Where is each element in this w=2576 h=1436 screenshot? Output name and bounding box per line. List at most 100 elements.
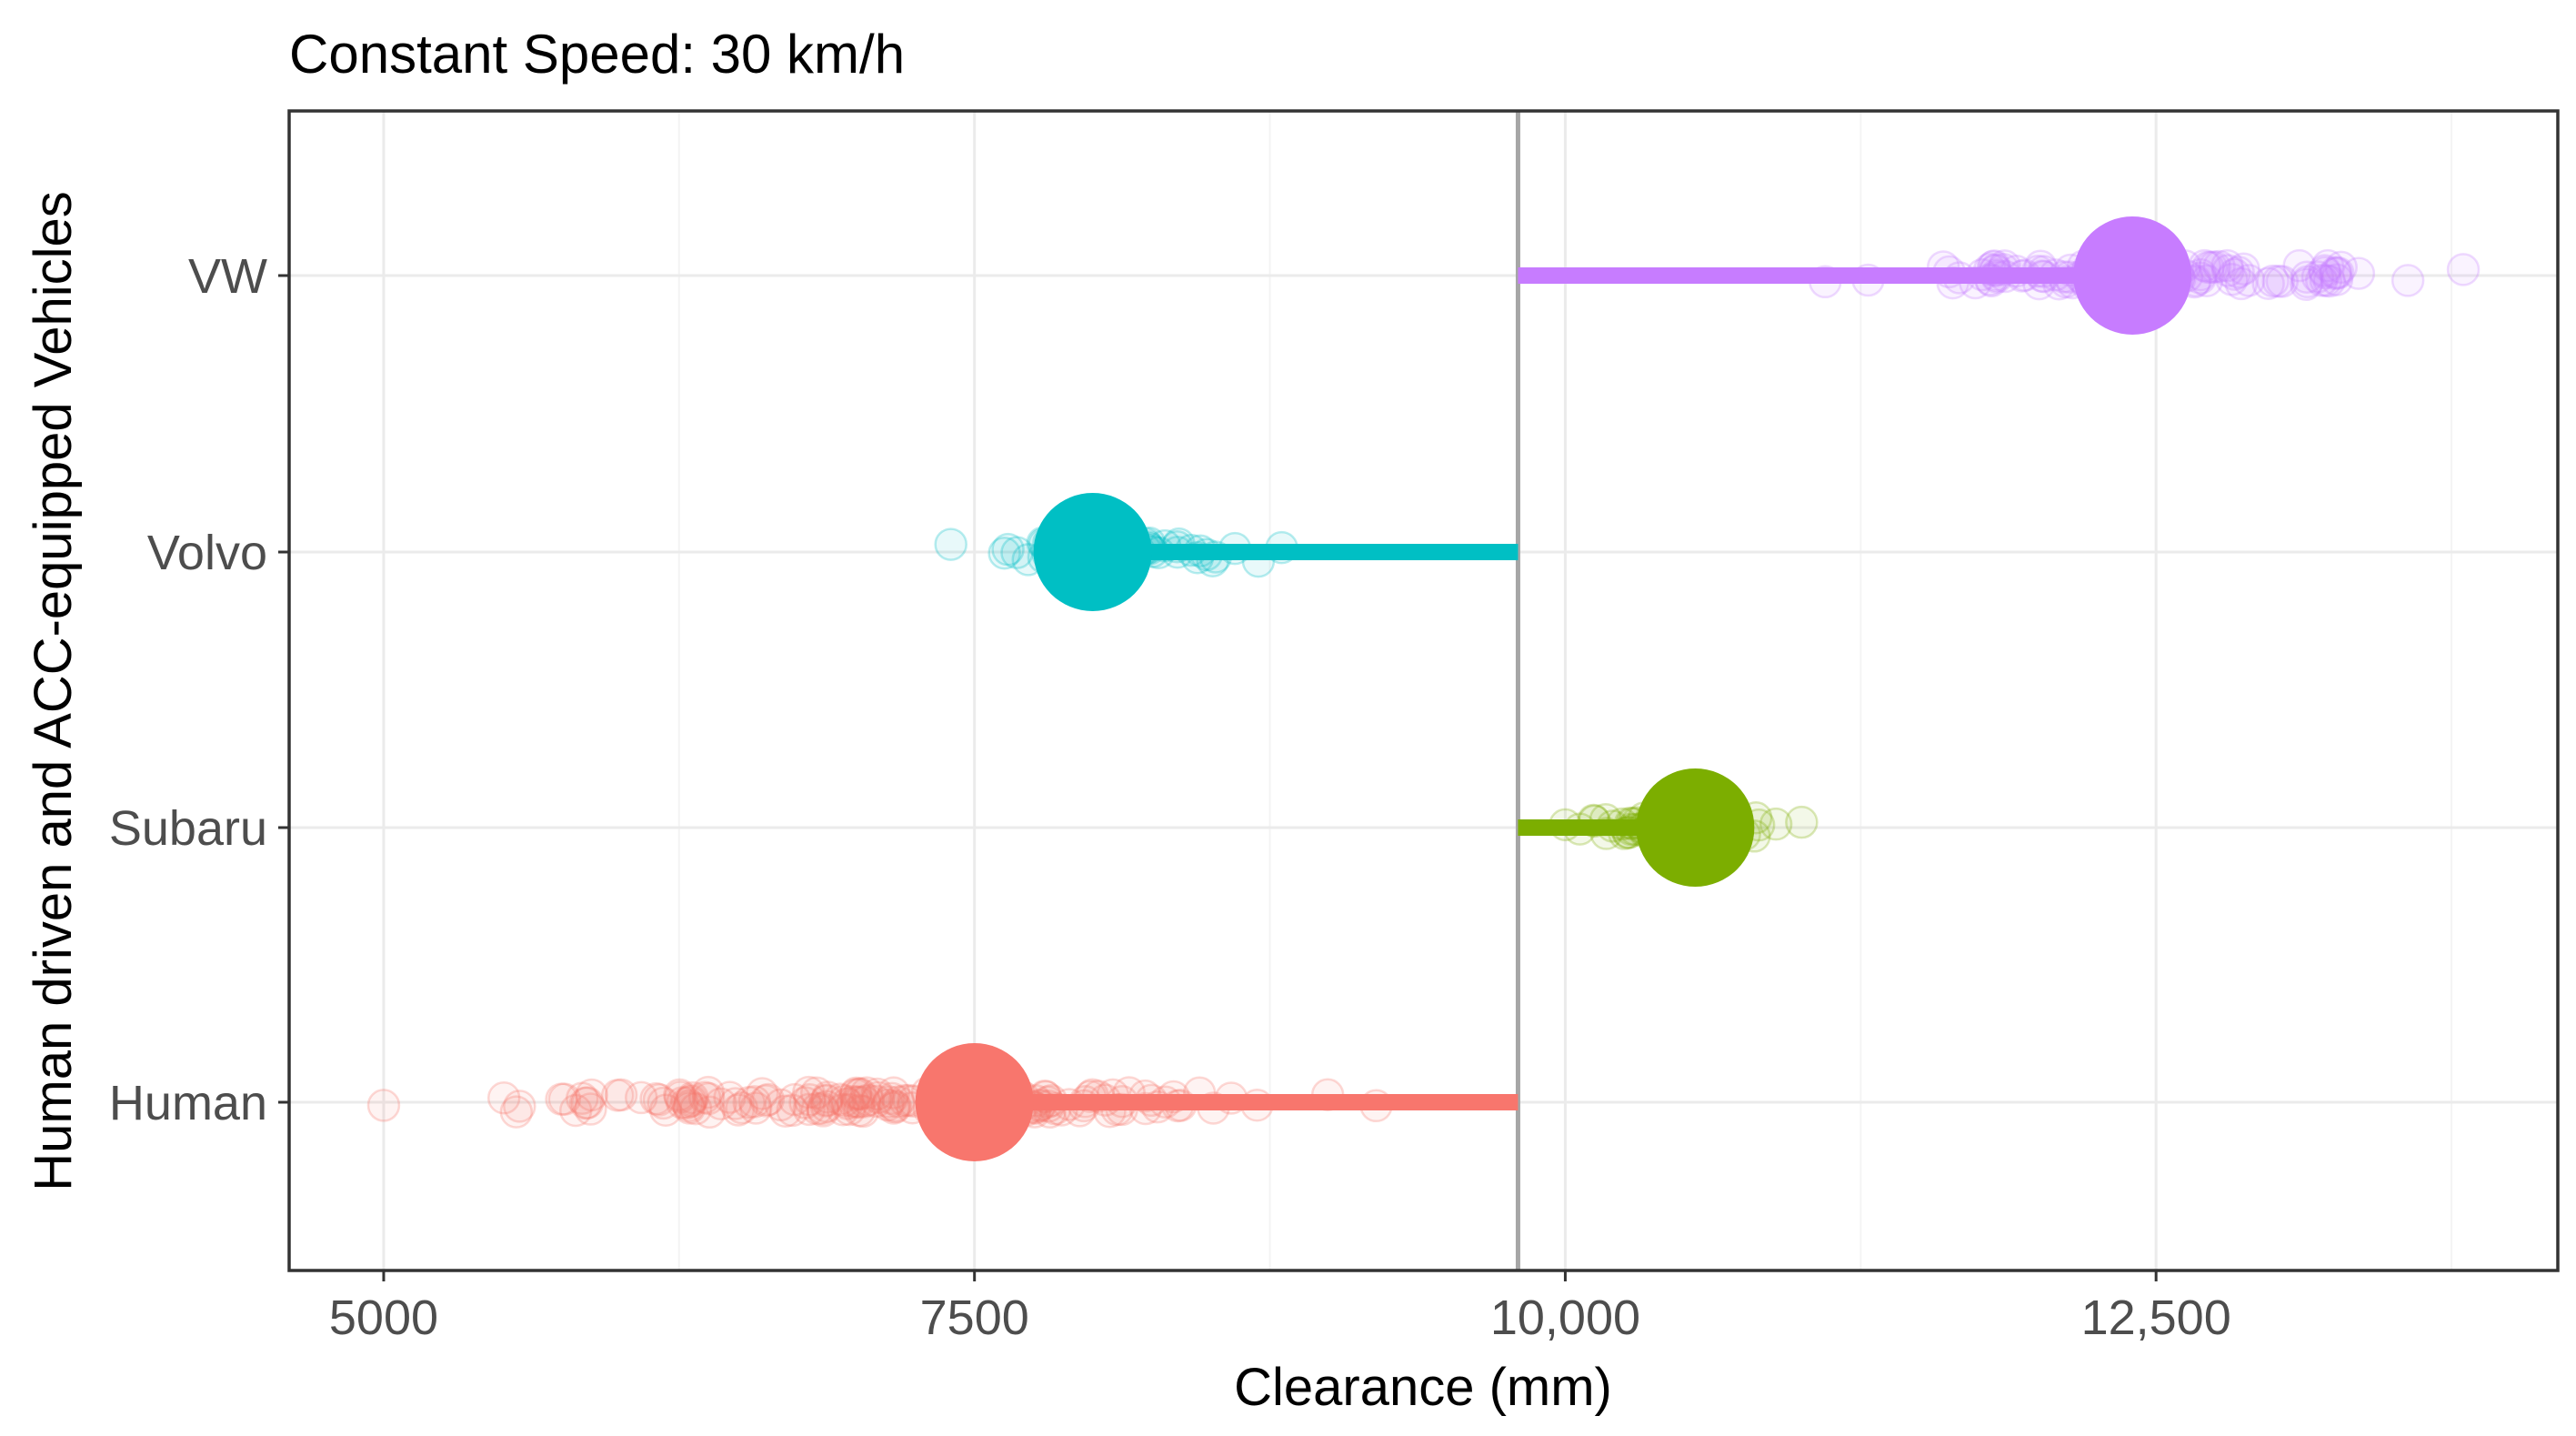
data-point (2210, 248, 2244, 283)
data-point (503, 1090, 536, 1123)
data-point (872, 1085, 907, 1119)
data-point (2310, 248, 2345, 283)
data-point (751, 1082, 786, 1117)
data-point (2324, 250, 2358, 285)
data-point (2211, 254, 2245, 287)
data-point (2191, 250, 2225, 285)
data-point (777, 1082, 812, 1117)
data-point (499, 1095, 534, 1129)
data-point (877, 1089, 911, 1122)
data-point (725, 1090, 758, 1125)
data-point (877, 1091, 911, 1125)
data-point (842, 1093, 877, 1128)
data-point (663, 1078, 697, 1112)
data-point (718, 1087, 753, 1120)
data-point (991, 532, 1025, 567)
data-point (642, 1083, 677, 1117)
chart-title: Constant Speed: 30 km/h (289, 24, 905, 85)
data-point (2224, 266, 2259, 301)
data-point (2304, 264, 2339, 297)
data-point (859, 1084, 893, 1119)
data-point (604, 1078, 638, 1112)
data-point (792, 1092, 827, 1127)
data-point (1785, 805, 1819, 839)
data-point (776, 1093, 809, 1128)
data-point (987, 536, 1021, 570)
data-point (568, 1086, 603, 1120)
data-point (2227, 252, 2260, 286)
data-point (870, 1088, 905, 1122)
data-point (851, 1083, 885, 1118)
data-point (558, 1093, 593, 1128)
mean-marker-vw (2073, 216, 2192, 335)
mean-markers (915, 216, 2192, 1161)
panel-border (287, 109, 2560, 1272)
y-tick-label: VW (188, 249, 267, 304)
data-point (2265, 265, 2300, 298)
data-point (713, 1080, 747, 1114)
data-point (691, 1075, 726, 1110)
data-point (2309, 264, 2343, 297)
data-point (574, 1092, 607, 1126)
data-point (878, 1090, 913, 1124)
data-point (2261, 264, 2295, 298)
data-point (788, 1086, 822, 1120)
data-point (2194, 250, 2229, 284)
data-point (678, 1091, 713, 1126)
data-point (691, 1081, 726, 1116)
data-point (2215, 263, 2249, 296)
data-point (806, 1091, 839, 1126)
data-point (666, 1086, 699, 1120)
data-point (693, 1095, 727, 1130)
data-point (670, 1086, 704, 1120)
data-point (846, 1094, 880, 1129)
data-point (575, 1078, 608, 1112)
data-point (799, 1076, 834, 1110)
data-point (2446, 253, 2481, 286)
y-tick-label: Human (109, 1076, 267, 1130)
data-point (2319, 256, 2352, 289)
data-point (566, 1081, 599, 1115)
data-point (838, 1078, 873, 1111)
data-point (860, 1077, 895, 1111)
data-point (842, 1085, 877, 1120)
data-point (2231, 264, 2266, 297)
data-point (826, 1092, 860, 1127)
data-point (673, 1085, 707, 1119)
data-point (675, 1083, 708, 1118)
mean-segments (974, 267, 2133, 1110)
data-point (545, 1082, 578, 1116)
data-point (875, 1081, 909, 1116)
y-tick-label: Volvo (147, 526, 267, 580)
data-point (847, 1085, 882, 1119)
data-point (840, 1085, 874, 1119)
data-point (1000, 536, 1034, 569)
data-point (810, 1083, 844, 1117)
data-point (739, 1091, 773, 1125)
data-point (745, 1077, 779, 1110)
data-point (2282, 248, 2316, 283)
data-point (861, 1080, 896, 1114)
data-point (2290, 265, 2324, 299)
data-point (934, 527, 967, 561)
mean-marker-volvo (1033, 493, 1152, 611)
data-point (2218, 257, 2251, 291)
data-point (2251, 266, 2285, 300)
data-point (830, 1087, 865, 1120)
data-point (2256, 264, 2290, 298)
data-point (827, 1084, 862, 1118)
x-tick-label: 5000 (329, 1290, 438, 1345)
data-point (676, 1080, 709, 1115)
y-axis-title: Human driven and ACC-equipped Vehicles (24, 191, 83, 1190)
data-point (687, 1080, 722, 1114)
data-point (648, 1093, 683, 1128)
data-point (844, 1077, 877, 1111)
data-points (366, 248, 2481, 1130)
data-point (2300, 260, 2335, 294)
data-point (625, 1080, 658, 1115)
data-point (792, 1075, 826, 1110)
data-point (2290, 260, 2324, 294)
data-point (366, 1089, 401, 1122)
data-point (849, 1076, 884, 1110)
